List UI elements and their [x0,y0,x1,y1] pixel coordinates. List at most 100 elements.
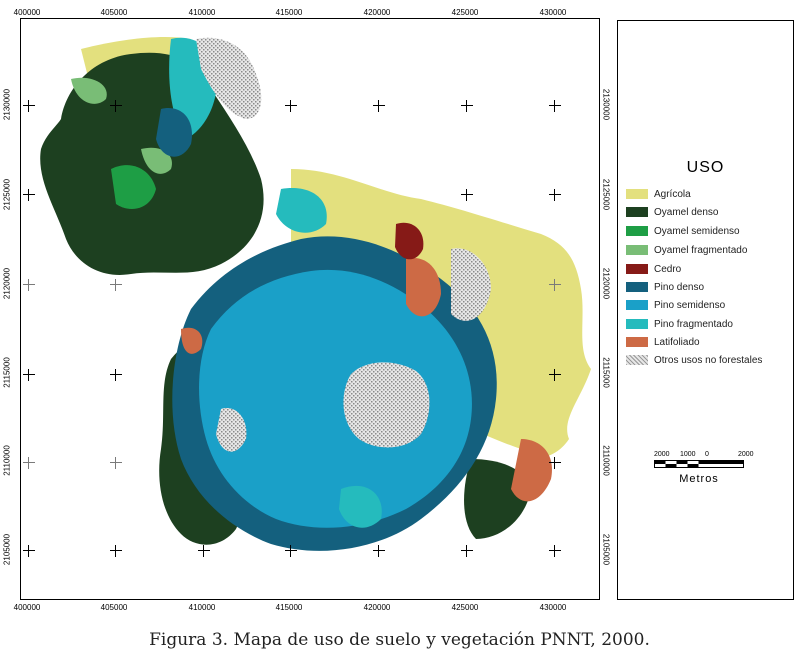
y-tick-right: 2125000 [601,178,611,211]
zone-pino-fragmentado-3 [339,485,382,528]
grid-cross [110,545,122,557]
scale-number: 2000 [654,451,670,458]
legend-item: Cedro [626,263,681,275]
grid-cross [461,545,473,557]
x-tick-top: 400000 [13,8,41,17]
zone-otros-west [216,408,247,452]
x-tick-top: 415000 [275,8,303,17]
zone-otros-east [451,248,491,321]
legend-swatch [626,300,648,310]
zone-oyamel-fragmentado-2 [141,147,172,174]
grid-cross [549,279,561,291]
y-tick-right: 2110000 [601,445,611,476]
legend-swatch [626,207,648,217]
land-use-map [40,37,591,551]
legend-item: Latifoliado [626,336,700,348]
scale-number: 0 [705,451,709,458]
legend-swatch [626,337,648,347]
grid-cross [23,189,35,201]
scale-number: 1000 [680,451,696,458]
legend-item: Agrícola [626,188,691,200]
legend-label: Oyamel denso [654,206,719,218]
x-tick-top: 430000 [539,8,567,17]
x-tick-bottom: 430000 [539,603,567,612]
zone-cedro [395,222,424,260]
grid-cross [23,457,35,469]
x-tick-bottom: 400000 [13,603,41,612]
x-tick-top: 425000 [451,8,479,17]
legend-swatch [626,226,648,236]
legend-label: Oyamel fragmentado [654,244,748,256]
x-tick-bottom: 405000 [100,603,128,612]
grid-cross [461,189,473,201]
grid-cross [110,457,122,469]
legend-title: USO [686,159,725,176]
y-tick-left: 2115000 [2,357,12,388]
grid-cross [549,457,561,469]
legend-swatch [626,282,648,292]
grid-cross [549,369,561,381]
y-tick-left: 2130000 [2,88,12,121]
grid-cross [285,100,297,112]
grid-cross [23,279,35,291]
y-tick-left: 2105000 [2,533,12,566]
legend-swatch [626,319,648,329]
legend-label: Pino fragmentado [654,318,733,330]
zone-oyamel-semidenso-1 [111,165,156,209]
grid-cross [23,369,35,381]
legend-item: Pino semidenso [626,299,725,311]
scale-number: 2000 [738,451,754,458]
x-tick-top: 420000 [363,8,391,17]
grid-cross [373,545,385,557]
grid-cross [549,189,561,201]
legend-item: Oyamel fragmentado [626,244,747,256]
zone-pino-fragmentado-2 [276,188,327,233]
scale-unit: Metros [679,473,719,485]
grid-cross [110,279,122,291]
legend-label: Latifoliado [654,336,700,348]
y-tick-right: 2120000 [601,267,611,300]
map-frame [20,18,600,600]
grid-cross [110,369,122,381]
zone-latifoliado-1 [406,258,441,317]
zone-latifoliado-3 [181,327,203,354]
zone-oyamel-fragmentado-1 [71,77,107,104]
y-tick-right: 2115000 [601,357,611,388]
legend-item: Otros usos no forestales [626,354,762,366]
zone-latifoliado-2 [511,439,552,502]
legend-panel: USO Agrícola Oyamel denso Oyamel semiden… [617,20,794,600]
zone-otros-crater [343,362,430,448]
legend-item: Oyamel denso [626,206,718,218]
x-tick-bottom: 415000 [275,603,303,612]
legend-swatch [626,355,648,365]
grid-cross [23,100,35,112]
legend-label: Pino semidenso [654,299,726,311]
legend-label: Cedro [654,263,682,275]
scale-bar: 2000 1000 0 2000 Metros [654,451,784,491]
grid-cross [110,100,122,112]
x-tick-bottom: 420000 [363,603,391,612]
zone-pino-semidenso [199,269,472,528]
legend-label: Agrícola [654,188,691,200]
figure-caption: Figura 3. Mapa de uso de suelo y vegetac… [149,630,650,650]
grid-cross [198,545,210,557]
y-tick-left: 2125000 [2,178,12,211]
y-tick-left: 2110000 [2,445,12,476]
legend-item: Pino denso [626,281,704,293]
x-tick-top: 405000 [100,8,128,17]
legend-item: Oyamel semidenso [626,225,740,237]
legend-label: Oyamel semidenso [654,225,740,237]
legend-label: Otros usos no forestales [654,354,763,366]
legend-item: Pino fragmentado [626,318,733,330]
x-tick-bottom: 410000 [188,603,216,612]
zone-pino-denso-north [156,108,192,157]
legend-swatch [626,189,648,199]
scale-bar-graphic [654,460,744,468]
legend-swatch [626,264,648,274]
grid-cross [373,100,385,112]
y-tick-left: 2120000 [2,267,12,300]
legend-label: Pino denso [654,281,705,293]
y-tick-right: 2105000 [601,533,611,566]
legend-swatch [626,245,648,255]
grid-cross [461,100,473,112]
